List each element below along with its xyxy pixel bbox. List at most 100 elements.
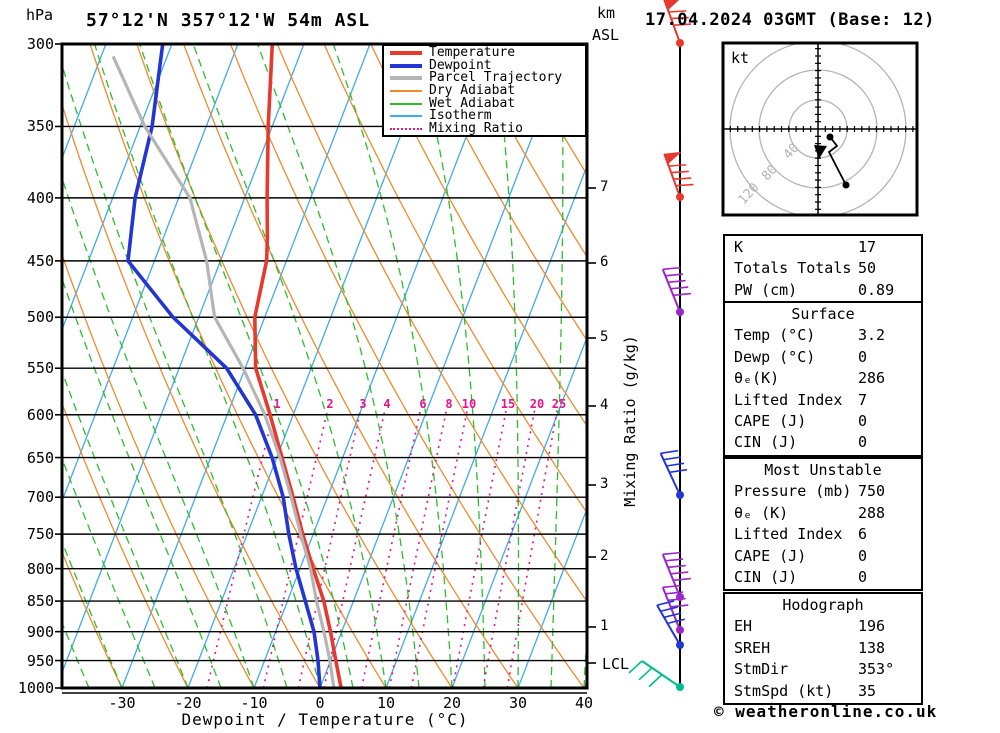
pressure-tick-label: 850 <box>26 592 54 611</box>
stats-row-value: 0.89 <box>858 280 895 299</box>
legend-item-label: Mixing Ratio <box>429 120 523 136</box>
legend-item: Mixing Ratio <box>384 120 585 136</box>
stats-row-value: 0 <box>858 546 868 565</box>
stats-box-most-unstable: Most Unstable Pressure (mb) 750 θₑ (K) 288 Li… <box>723 457 923 592</box>
dewpoint-curve <box>126 44 322 688</box>
stats-row: CAPE (J) 0 <box>725 411 921 432</box>
pressure-tick-label: 400 <box>26 188 54 207</box>
altitude-unit-km: km <box>597 4 616 22</box>
temperature-tick-label: 0 <box>315 694 325 712</box>
temperature-tick-label: -30 <box>108 694 136 712</box>
temperature-tick-label: 30 <box>508 694 528 712</box>
wind-barb-level-dot <box>676 626 684 634</box>
legend-line-sample <box>390 90 422 93</box>
stats-row-value: 0 <box>858 347 868 366</box>
stats-row-value: 0 <box>858 568 868 587</box>
legend-item: Parcel Trajectory <box>384 70 585 86</box>
wind-barb <box>659 449 688 496</box>
stats-box-surface: Surface Temp (°C) 3.2 Dewp (°C) 0 θₑ(K) 286 Lif… <box>723 301 923 457</box>
stats-row-label: CAPE (J) <box>734 546 807 565</box>
legend-line-sample <box>390 51 422 56</box>
stats-row-label: PW (cm) <box>734 280 798 299</box>
plot-border <box>60 42 589 690</box>
temperature-tick-label: 10 <box>376 694 396 712</box>
wind-barb-level-dot <box>676 308 684 316</box>
legend-line-sample <box>390 102 422 105</box>
mixing-ratio-axis-label: Mixing Ratio (g/kg) <box>621 335 639 507</box>
hodograph-ring-label: 80 <box>759 162 781 184</box>
stats-row: K 17 <box>725 237 921 258</box>
x-axis-title: Dewpoint / Temperature (°C) <box>181 710 469 729</box>
wind-barb <box>656 600 685 646</box>
legend-item: Wet Adiabat <box>384 97 585 110</box>
stats-row-label: Lifted Index <box>734 390 843 409</box>
stats-row: StmSpd (kt) 35 <box>725 681 921 702</box>
legend-item-label: Isotherm <box>429 108 492 124</box>
stats-row-value: 50 <box>858 259 877 278</box>
stats-row-value: 353° <box>858 660 895 679</box>
pressure-tick-label: 750 <box>26 525 54 544</box>
stats-row-label: SREH <box>734 638 771 657</box>
stats-section-header: Hodograph <box>782 596 864 614</box>
stats-row-label: CIN (J) <box>734 433 798 452</box>
stats-row: Pressure (mb) 750 <box>725 481 921 502</box>
wind-barb <box>628 660 681 688</box>
stats-row: θₑ (K) 288 <box>725 503 921 524</box>
stats-row-value: 3.2 <box>858 326 886 345</box>
pressure-tick-label: 600 <box>26 405 54 424</box>
mixing-ratio-value-label: 10 <box>461 397 477 411</box>
pressure-tick-label: 500 <box>26 308 54 327</box>
hodograph-ring-label: 120 <box>736 180 763 207</box>
mixing-ratio-value-label: 1 <box>273 397 281 411</box>
stats-row-label: CAPE (J) <box>734 412 807 431</box>
stats-box-hodograph: Hodograph EH 196 SREH 138 StmDir 353° StmSpd (k… <box>723 592 923 706</box>
stats-row: Temp (°C) 3.2 <box>725 325 921 346</box>
stats-row-value: 17 <box>858 238 877 256</box>
stats-row-value: 0 <box>858 433 868 452</box>
stats-row-value: 138 <box>858 638 886 657</box>
pressure-tick-label: 950 <box>26 651 54 670</box>
lcl-label: LCL <box>602 655 630 673</box>
stats-row-label: Pressure (mb) <box>734 482 852 501</box>
hodograph-ring-label: 40 <box>781 141 803 163</box>
temperature-tick-label: -20 <box>174 694 202 712</box>
stats-row-value: 750 <box>858 482 886 501</box>
km-tick-label: 2 <box>600 548 609 564</box>
wind-barb-level-dot <box>676 193 684 201</box>
wind-barb <box>661 551 691 598</box>
stats-row-value: 6 <box>858 525 868 544</box>
legend-item: Dry Adiabat <box>384 83 585 99</box>
stats-row-value: 286 <box>858 369 886 388</box>
stats-row: CIN (J) 0 <box>725 432 921 453</box>
mixing-ratio-value-label: 3 <box>359 397 367 411</box>
legend-line-sample <box>390 115 422 118</box>
stats-row-value: 196 <box>858 617 886 636</box>
wind-barb <box>661 266 691 313</box>
km-tick-label: 4 <box>600 397 609 413</box>
legend-item-label: Parcel Trajectory <box>429 70 563 86</box>
stats-row-value: 288 <box>858 503 886 522</box>
mixing-ratio-value-label: 4 <box>383 397 391 411</box>
stats-row: CIN (J) 0 <box>725 567 921 588</box>
wind-barb-column <box>628 0 694 691</box>
pressure-tick-label: 300 <box>26 35 54 53</box>
stats-row-label: Dewp (°C) <box>734 347 816 366</box>
stats-row-label: Lifted Index <box>734 525 843 544</box>
km-tick-label: 5 <box>600 329 609 345</box>
stats-row: Lifted Index 7 <box>725 390 921 411</box>
km-tick-label: 1 <box>600 618 609 634</box>
stats-row-label: θₑ (K) <box>734 503 789 522</box>
stats-box-indices: K 17 Totals Totals 50 PW (cm) 0.89 <box>723 234 923 305</box>
mixing-ratio-value-label: 15 <box>500 397 516 411</box>
stats-row: EH 196 <box>725 616 921 637</box>
legend-item-label: Dry Adiabat <box>429 83 516 99</box>
mixing-ratio-value-label: 8 <box>445 397 453 411</box>
wind-barb-level-dot <box>676 491 684 499</box>
legend-line-sample <box>390 76 422 81</box>
mixing-ratio-value-label: 25 <box>551 397 567 411</box>
pressure-unit-label: hPa <box>26 6 54 24</box>
stats-row: PW (cm) 0.89 <box>725 280 921 301</box>
hodograph-trace <box>827 136 847 186</box>
